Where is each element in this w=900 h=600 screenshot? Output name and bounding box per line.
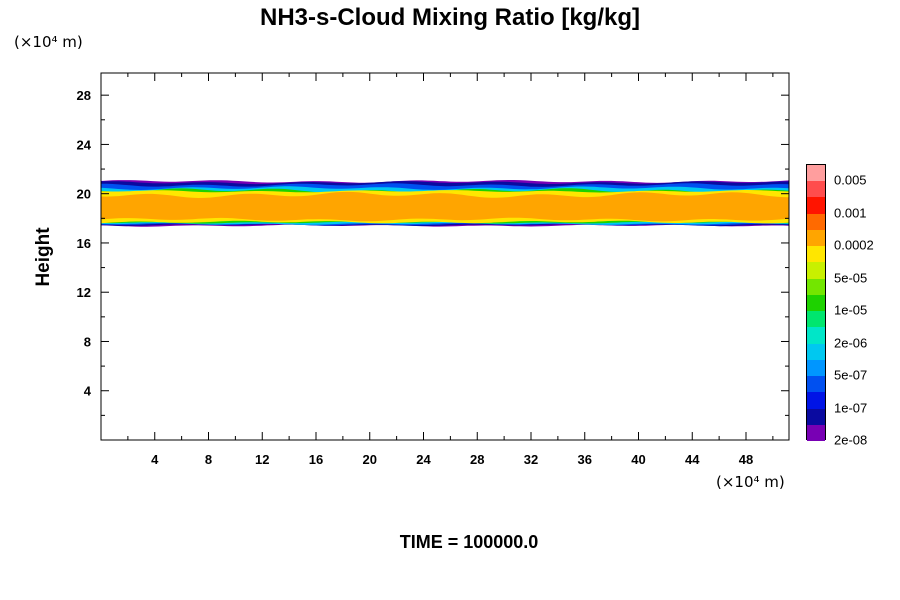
x-tick-label: 20	[363, 452, 377, 467]
x-tick-label: 44	[685, 452, 700, 467]
x-tick-label: 28	[470, 452, 484, 467]
colorbar-segment	[807, 392, 825, 409]
x-tick-label: 24	[416, 452, 431, 467]
y-tick-label: 16	[77, 236, 91, 251]
x-tick-label: 48	[739, 452, 753, 467]
x-tick-label: 8	[205, 452, 212, 467]
chart-title: NH3-s-Cloud Mixing Ratio [kg/kg]	[260, 4, 640, 31]
colorbar-label: 1e-07	[834, 400, 868, 416]
colorbar-segment	[807, 246, 825, 263]
y-tick-label: 20	[77, 187, 91, 202]
colorbar-label: 2e-08	[834, 432, 868, 448]
colorbar-segment	[807, 278, 825, 295]
colorbar-segment	[807, 311, 825, 328]
plot-frame	[100, 72, 790, 441]
y-tick-label: 28	[77, 88, 91, 103]
colorbar-label: 0.005	[834, 172, 867, 188]
colorbar-segment	[807, 262, 825, 279]
colorbar-label: 1e-05	[834, 302, 868, 318]
x-tick-label: 40	[631, 452, 645, 467]
colorbar-segment	[807, 424, 825, 441]
colorbar-segment	[807, 376, 825, 393]
colorbar-segment	[807, 165, 825, 182]
colorbar-label: 2e-06	[834, 335, 868, 351]
colorbar-segment	[807, 197, 825, 214]
y-tick-label: 12	[77, 285, 91, 300]
colorbar	[806, 164, 826, 441]
colorbar-label: 0.001	[834, 205, 867, 221]
colorbar-segment	[807, 343, 825, 360]
y-tick-label: 4	[84, 384, 92, 399]
x-tick-label: 4	[151, 452, 159, 467]
y-axis-unit: (×10⁴ m)	[14, 33, 83, 51]
y-tick-label: 8	[84, 334, 91, 349]
colorbar-label: 0.0002	[834, 237, 874, 253]
y-tick-label: 24	[77, 137, 92, 152]
colorbar-segment	[807, 327, 825, 344]
x-tick-label: 32	[524, 452, 538, 467]
colorbar-label: 5e-07	[834, 367, 868, 383]
x-axis-unit: (×10⁴ m)	[716, 473, 785, 491]
x-tick-label: 36	[578, 452, 592, 467]
x-tick-label: 12	[255, 452, 269, 467]
colorbar-segment	[807, 181, 825, 198]
colorbar-segment	[807, 213, 825, 230]
colorbar-segment	[807, 359, 825, 377]
colorbar-segment	[807, 408, 825, 425]
colorbar-label: 5e-05	[834, 270, 868, 286]
cloud-core-orange	[101, 191, 789, 222]
x-tick-label: 16	[309, 452, 323, 467]
time-label: TIME = 100000.0	[399, 532, 539, 552]
colorbar-segment	[807, 229, 825, 247]
colorbar-segment	[807, 294, 825, 312]
